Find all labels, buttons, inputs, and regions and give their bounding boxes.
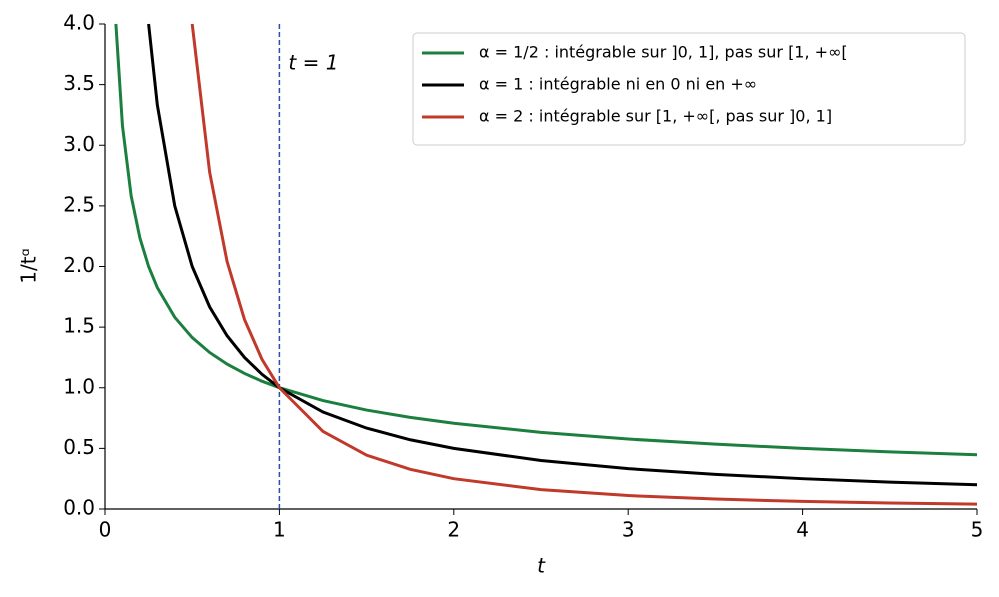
annotation: t = 1 <box>288 51 338 75</box>
y-tick-label: 0.5 <box>63 435 95 459</box>
x-tick-label: 5 <box>971 518 984 542</box>
x-tick-label: 4 <box>796 518 809 542</box>
y-tick-label: 3.5 <box>63 71 95 95</box>
y-tick-label: 3.0 <box>63 132 95 156</box>
x-axis-label: t <box>537 554 546 578</box>
legend-label: α = 2 : intégrable sur [1, +∞[, pas sur … <box>479 107 832 126</box>
y-tick-label: 1.5 <box>63 314 95 338</box>
legend-box <box>412 32 966 146</box>
y-tick-label: 2.0 <box>63 253 95 277</box>
x-tick-label: 0 <box>99 518 112 542</box>
y-tick-label: 0.0 <box>63 496 95 520</box>
line-series <box>147 23 978 487</box>
x-tick-label: 2 <box>447 518 460 542</box>
line-series <box>114 23 978 457</box>
y-axis-label: 1/tᵅ <box>17 248 41 283</box>
line-series <box>190 23 978 506</box>
x-tick-label: 3 <box>622 518 635 542</box>
y-tick-label: 1.0 <box>63 374 95 398</box>
y-tick-label: 2.5 <box>63 192 95 216</box>
legend-label: α = 1 : intégrable ni en 0 ni en +∞ <box>479 75 757 94</box>
legend-label: α = 1/2 : intégrable sur ]0, 1], pas sur… <box>479 43 848 62</box>
y-tick-label: 4.0 <box>63 11 95 35</box>
x-tick-label: 1 <box>273 518 286 542</box>
